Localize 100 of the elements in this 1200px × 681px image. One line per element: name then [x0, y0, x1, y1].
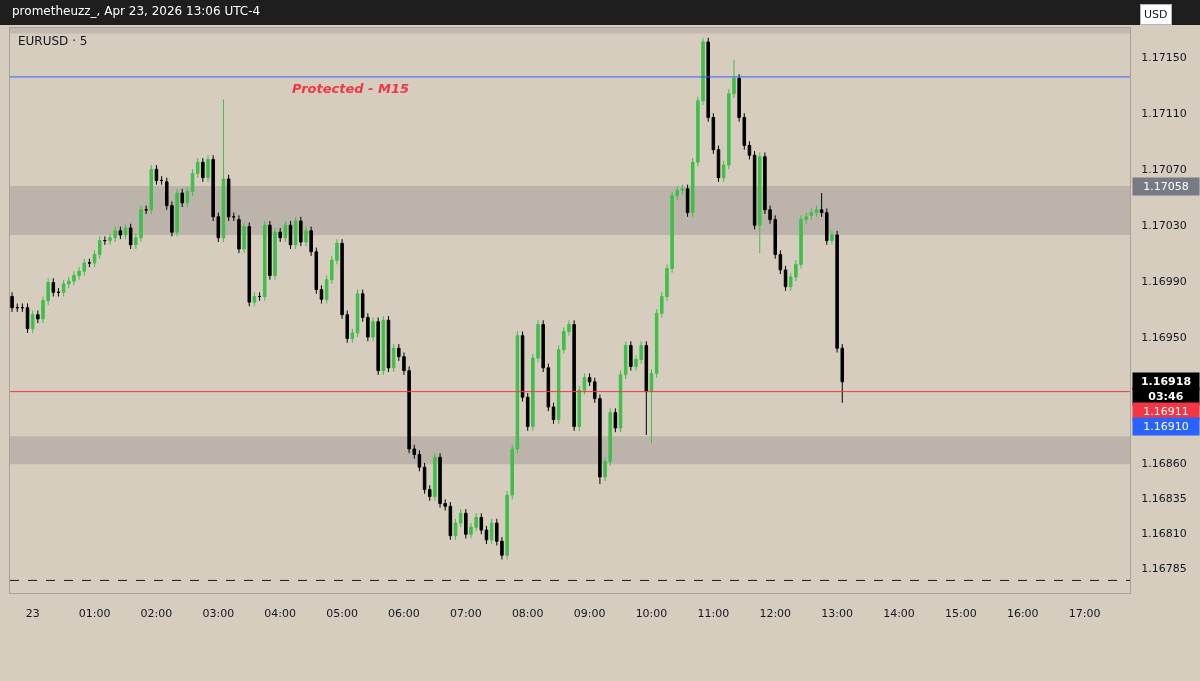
- candlestick: [489, 518, 494, 545]
- candlestick: [371, 316, 375, 342]
- candlestick: [36, 310, 40, 324]
- candlestick: [221, 98, 226, 243]
- ref-line-label: 1.16911: [1143, 405, 1189, 418]
- candlestick: [758, 151, 762, 254]
- y-tick-label: 1.16785: [1141, 561, 1187, 575]
- x-tick-label: 09:00: [573, 607, 606, 621]
- candlestick: [123, 223, 128, 240]
- candlestick: [525, 392, 530, 432]
- candlestick: [149, 164, 154, 215]
- candlestick: [629, 340, 633, 372]
- x-tick-label: 12:00: [759, 607, 792, 621]
- band-label: 1.17058: [1143, 180, 1189, 193]
- candlestick: [417, 449, 422, 472]
- candlestick: [319, 284, 324, 305]
- candlestick: [809, 207, 814, 221]
- candlestick: [582, 372, 587, 395]
- x-tick-label: 17:00: [1068, 607, 1101, 621]
- candlestick: [103, 235, 107, 246]
- x-tick-label: 10:00: [635, 607, 668, 621]
- candlestick: [97, 235, 102, 260]
- y-tick-label: 1.17070: [1141, 163, 1187, 177]
- candlestick: [10, 291, 14, 313]
- candlestick: [268, 220, 272, 281]
- x-tick-label: 08:00: [511, 607, 544, 621]
- y-tick-label: 1.16860: [1141, 456, 1187, 470]
- x-tick-label: 06:00: [388, 607, 420, 621]
- candlestick: [242, 221, 246, 254]
- candlestick: [623, 340, 628, 380]
- x-tick-label: 01:00: [78, 607, 111, 621]
- text: 03:46: [1148, 390, 1184, 403]
- y-tick-label: 1.16950: [1141, 330, 1187, 344]
- y-tick-label: 1.17150: [1141, 51, 1187, 65]
- candlestick: [644, 340, 649, 436]
- x-tick-label: 13:00: [821, 607, 853, 621]
- text: USD: [1144, 8, 1168, 21]
- candlestick: [783, 265, 788, 292]
- candlestick: [190, 168, 195, 197]
- candlestick: [747, 140, 752, 160]
- x-tick-label: 23: [25, 607, 40, 621]
- candlestick: [577, 385, 582, 432]
- candlestick: [226, 174, 231, 222]
- x-tick-label: 04:00: [264, 607, 297, 621]
- candlestick: [830, 230, 834, 246]
- chart-subtitle: prometheuzz_, Apr 23, 2026 13:06 UTC-4: [12, 4, 261, 18]
- candlestick: [649, 368, 654, 444]
- candlestick: [30, 310, 35, 334]
- candlestick: [195, 157, 200, 179]
- candlestick: [572, 319, 576, 432]
- candlestick: [144, 205, 148, 215]
- x-tick-label: 15:00: [945, 607, 977, 621]
- candlestick: [128, 223, 133, 250]
- x-tick-label: 02:00: [140, 607, 173, 621]
- candlestick: [453, 518, 458, 541]
- candlestick: [118, 226, 123, 240]
- candlestick: [247, 221, 252, 307]
- text: 1.16910: [1143, 420, 1189, 433]
- y-tick-label: 1.16810: [1141, 526, 1187, 540]
- y-tick-label: 1.17110: [1141, 107, 1187, 121]
- candlestick: [304, 226, 308, 247]
- candlestick: [551, 402, 556, 425]
- y-tick-label: 1.16835: [1141, 491, 1187, 505]
- text: EURUSD · 5: [18, 34, 88, 48]
- candlestick: [680, 184, 685, 195]
- candlestick: [252, 291, 257, 307]
- candlestick: [479, 512, 484, 535]
- candlestick: [381, 315, 386, 376]
- x-tick-label: 16:00: [1006, 607, 1039, 621]
- candlestick: [376, 316, 380, 376]
- x-tick-label: 07:00: [449, 607, 482, 621]
- y-tick-label: 1.16990: [1141, 274, 1187, 288]
- candlestick: [185, 186, 190, 208]
- candlestick: [484, 525, 489, 545]
- candlestick: [273, 227, 277, 281]
- candlestick: [464, 508, 468, 539]
- x-tick-label: 14:00: [883, 607, 915, 621]
- candlestick: [391, 343, 396, 373]
- candlestick: [237, 214, 241, 254]
- candlestick: [262, 220, 267, 302]
- text: 1.16918: [1140, 375, 1192, 388]
- candlestick: [458, 508, 463, 528]
- x-tick-label: 11:00: [697, 607, 730, 621]
- candlestick: [201, 157, 205, 183]
- candlestick: [180, 188, 184, 208]
- candlestick: [613, 407, 618, 433]
- candlestick: [814, 205, 819, 218]
- candlestick: [92, 249, 97, 268]
- candlestick: [752, 150, 757, 230]
- ref-line-label: Protected - M15: [292, 81, 410, 96]
- candlestick: [293, 216, 298, 250]
- x-tick-label: 05:00: [326, 607, 358, 621]
- candlestick: [154, 164, 159, 186]
- candlestick: [350, 328, 355, 344]
- x-tick-label: 03:00: [202, 607, 235, 621]
- y-tick-label: 1.17030: [1141, 219, 1187, 233]
- candlestick: [206, 154, 210, 183]
- candlestick: [51, 277, 56, 298]
- candlestick: [283, 220, 288, 243]
- candlestick: [299, 216, 303, 247]
